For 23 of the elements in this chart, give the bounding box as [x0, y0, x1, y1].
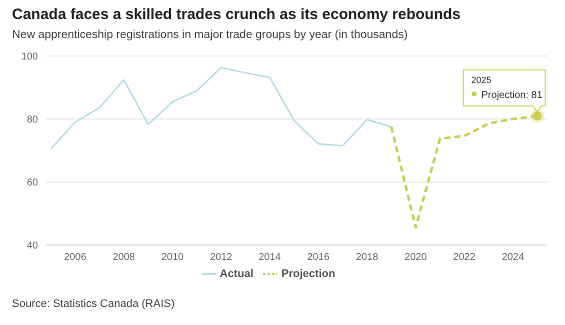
legend-label: Projection	[281, 268, 336, 280]
x-tick-label: 2016	[307, 252, 330, 264]
annotation: Projection: 81	[481, 90, 543, 101]
x-tick-label: 2020	[404, 252, 428, 264]
x-tick-label: 2014	[258, 252, 282, 264]
annotation: 2025	[471, 74, 492, 85]
x-tick-label: 2006	[64, 252, 87, 264]
chart-title: Canada faces a skilled trades crunch as its economy rebounds	[12, 6, 460, 23]
y-tick-label: 100	[21, 52, 38, 63]
x-tick-label: 2008	[112, 252, 136, 264]
y-tick-label: 40	[26, 240, 38, 252]
chart-subtitle: New apprenticeship registrations in major trade groups by year (in thousands)	[12, 29, 408, 41]
y-tick-label: 80	[26, 114, 38, 126]
line-series	[50, 66, 392, 150]
y-tick-label: 60	[26, 178, 38, 189]
x-tick-label: 2022	[453, 252, 476, 264]
x-tick-label: 2024	[502, 252, 525, 264]
x-tick-label: 2018	[356, 252, 379, 264]
legend-label: Actual	[220, 268, 254, 280]
source-note: Source: Statistics Canada (RAIS)	[12, 298, 175, 310]
x-tick-label: 2012	[210, 252, 233, 264]
tooltip-box: 2025 Projection: 81	[462, 69, 546, 113]
x-tick-label: 2010	[161, 252, 184, 264]
